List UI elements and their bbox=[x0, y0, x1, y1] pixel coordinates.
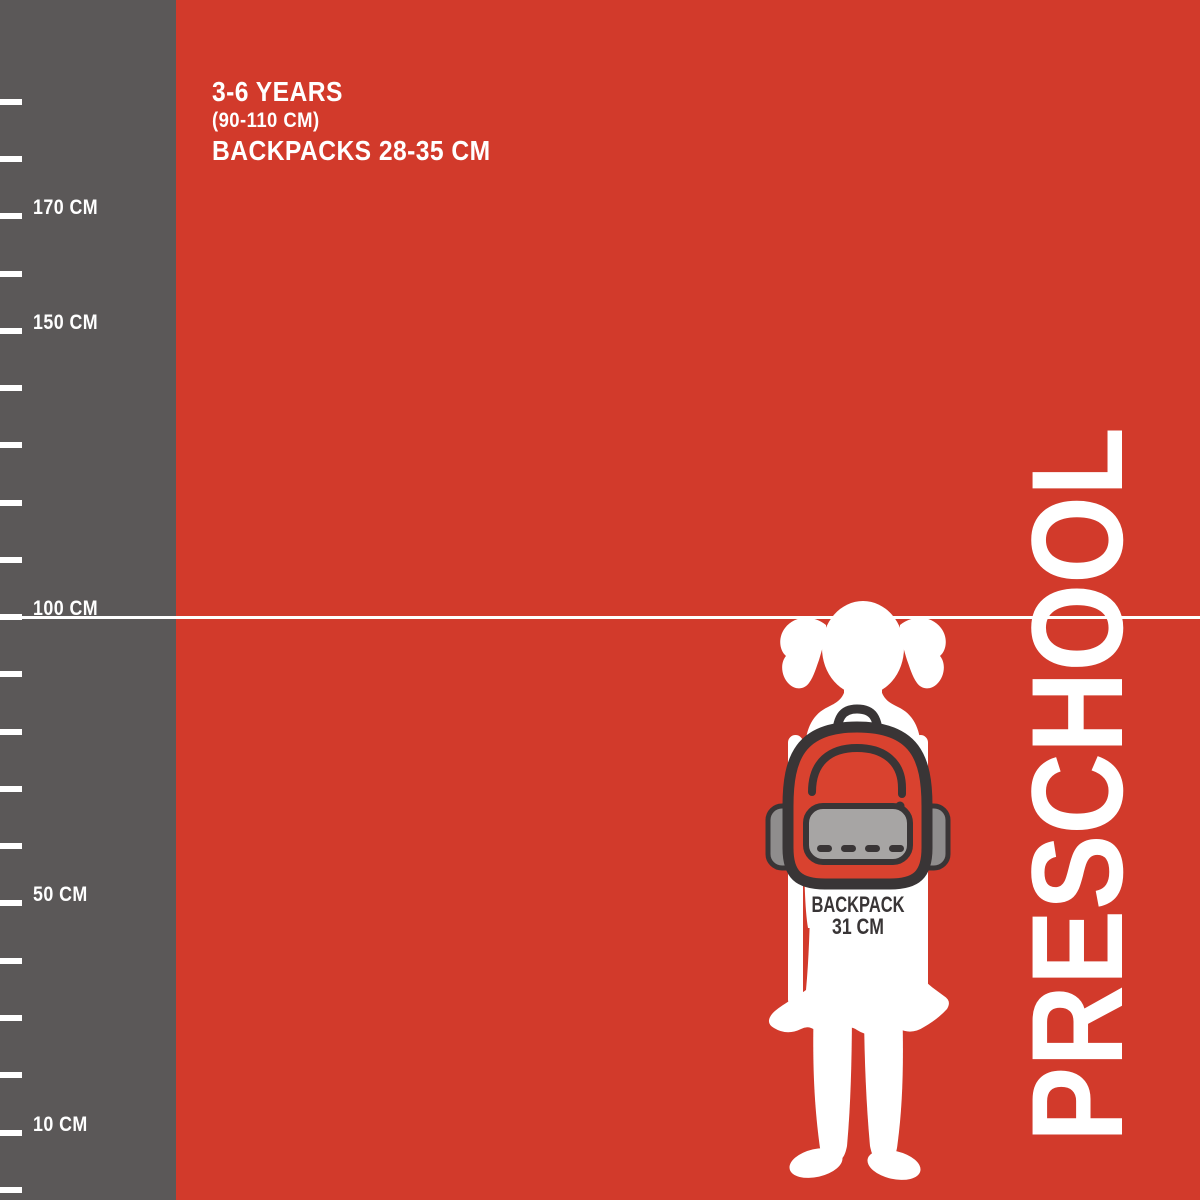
backpack-caption: BACKPACK bbox=[812, 892, 905, 917]
ruler-tick bbox=[0, 900, 22, 906]
ruler-tick bbox=[0, 1187, 22, 1193]
ruler-tick bbox=[0, 328, 22, 334]
backpack-icon bbox=[765, 704, 951, 890]
backpack-range-label: BACKPACKS 28-35 CM bbox=[212, 135, 491, 166]
ruler-tick bbox=[0, 1130, 22, 1136]
ruler-bar: 170 CM 150 CM 100 CM 50 CM 10 CM bbox=[0, 0, 176, 1200]
ruler-label-10cm: 10 CM bbox=[33, 1113, 88, 1136]
ruler-tick bbox=[0, 1072, 22, 1078]
100cm-guideline bbox=[0, 616, 1200, 619]
ruler-tick bbox=[0, 156, 22, 162]
ruler-label-170cm: 170 CM bbox=[33, 196, 99, 219]
ruler-tick bbox=[0, 1015, 22, 1021]
ruler-tick bbox=[0, 557, 22, 563]
age-range-label: 3-6 YEARS bbox=[212, 76, 343, 107]
ruler-tick bbox=[0, 671, 22, 677]
ruler-tick bbox=[0, 271, 22, 277]
ruler-tick bbox=[0, 213, 22, 219]
ruler-tick bbox=[0, 729, 22, 735]
backpack-size-caption: 31 CM bbox=[832, 914, 884, 939]
ruler-tick bbox=[0, 843, 22, 849]
ruler-tick bbox=[0, 786, 22, 792]
ruler-tick bbox=[0, 500, 22, 506]
ruler-label-50cm: 50 CM bbox=[33, 883, 88, 906]
ruler-label-150cm: 150 CM bbox=[33, 311, 99, 334]
header-block: 3-6 YEARS (90-110 CM) BACKPACKS 28-35 CM bbox=[212, 76, 491, 167]
ruler-tick bbox=[0, 385, 22, 391]
ruler-tick bbox=[0, 442, 22, 448]
height-range-label: (90-110 CM) bbox=[212, 109, 320, 132]
category-title: PRESCHOOL bbox=[1004, 427, 1150, 1142]
ruler-label-100cm: 100 CM bbox=[33, 597, 99, 620]
ruler-tick bbox=[0, 99, 22, 105]
ruler-tick bbox=[0, 958, 22, 964]
